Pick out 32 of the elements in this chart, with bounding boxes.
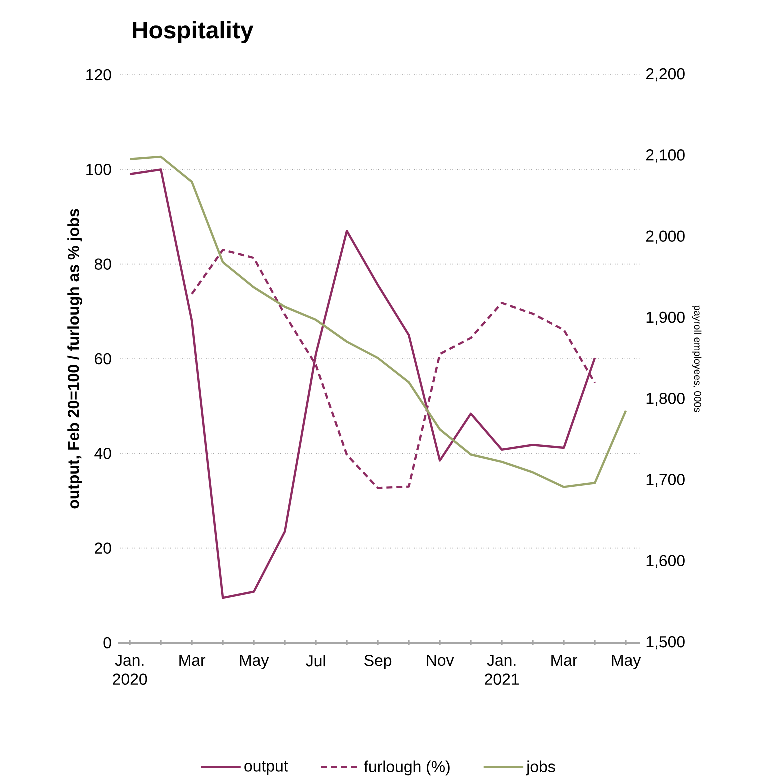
x-tick-label: Sep (364, 654, 392, 670)
x-tick-label: May (240, 654, 270, 670)
y-axis-title: output, Feb 20=100 / furlough as % jobs (68, 209, 83, 509)
y-tick-label: 20 (95, 542, 112, 554)
y-tick-label: 120 (86, 69, 112, 81)
x-tick-label: Jul (306, 654, 326, 667)
line-series (128, 156, 628, 488)
y-tick-label: 60 (95, 353, 112, 365)
legend-label: jobs (526, 760, 556, 776)
y-tick-label: 0 (104, 637, 112, 649)
y2-tick-label: 1,500 (646, 636, 685, 650)
y2-tick-label: 2,100 (646, 150, 685, 163)
y2-tick-label: 1,600 (646, 555, 685, 568)
y-tick-label: 40 (94, 448, 112, 460)
line-series (128, 168, 596, 600)
y2-tick-label: 1,800 (646, 392, 685, 406)
x-tick-label: Mar (180, 654, 206, 666)
y2-tick-label: 1,900 (646, 312, 685, 325)
x-tick-label: Jan. 2021 (485, 654, 519, 686)
y-tick-label: 80 (94, 258, 112, 270)
chart-title: Hospitality (133, 21, 254, 44)
y-tick-label: 100 (86, 164, 112, 176)
x-tick-label: Jan. 2020 (113, 654, 148, 686)
y2-tick-label: 2,000 (646, 230, 685, 244)
y2-tick-label: 2,200 (646, 68, 685, 82)
legend-label: furlough (%) (364, 760, 450, 776)
x-tick-label: May (612, 654, 642, 670)
x-tick-label: Mar (552, 654, 578, 666)
y2-axis-title: payroll employees, 000s (692, 306, 702, 412)
y2-tick-label: 1,700 (646, 474, 685, 488)
x-tick-label: Nov (427, 654, 454, 666)
legend-label: output (244, 761, 288, 776)
